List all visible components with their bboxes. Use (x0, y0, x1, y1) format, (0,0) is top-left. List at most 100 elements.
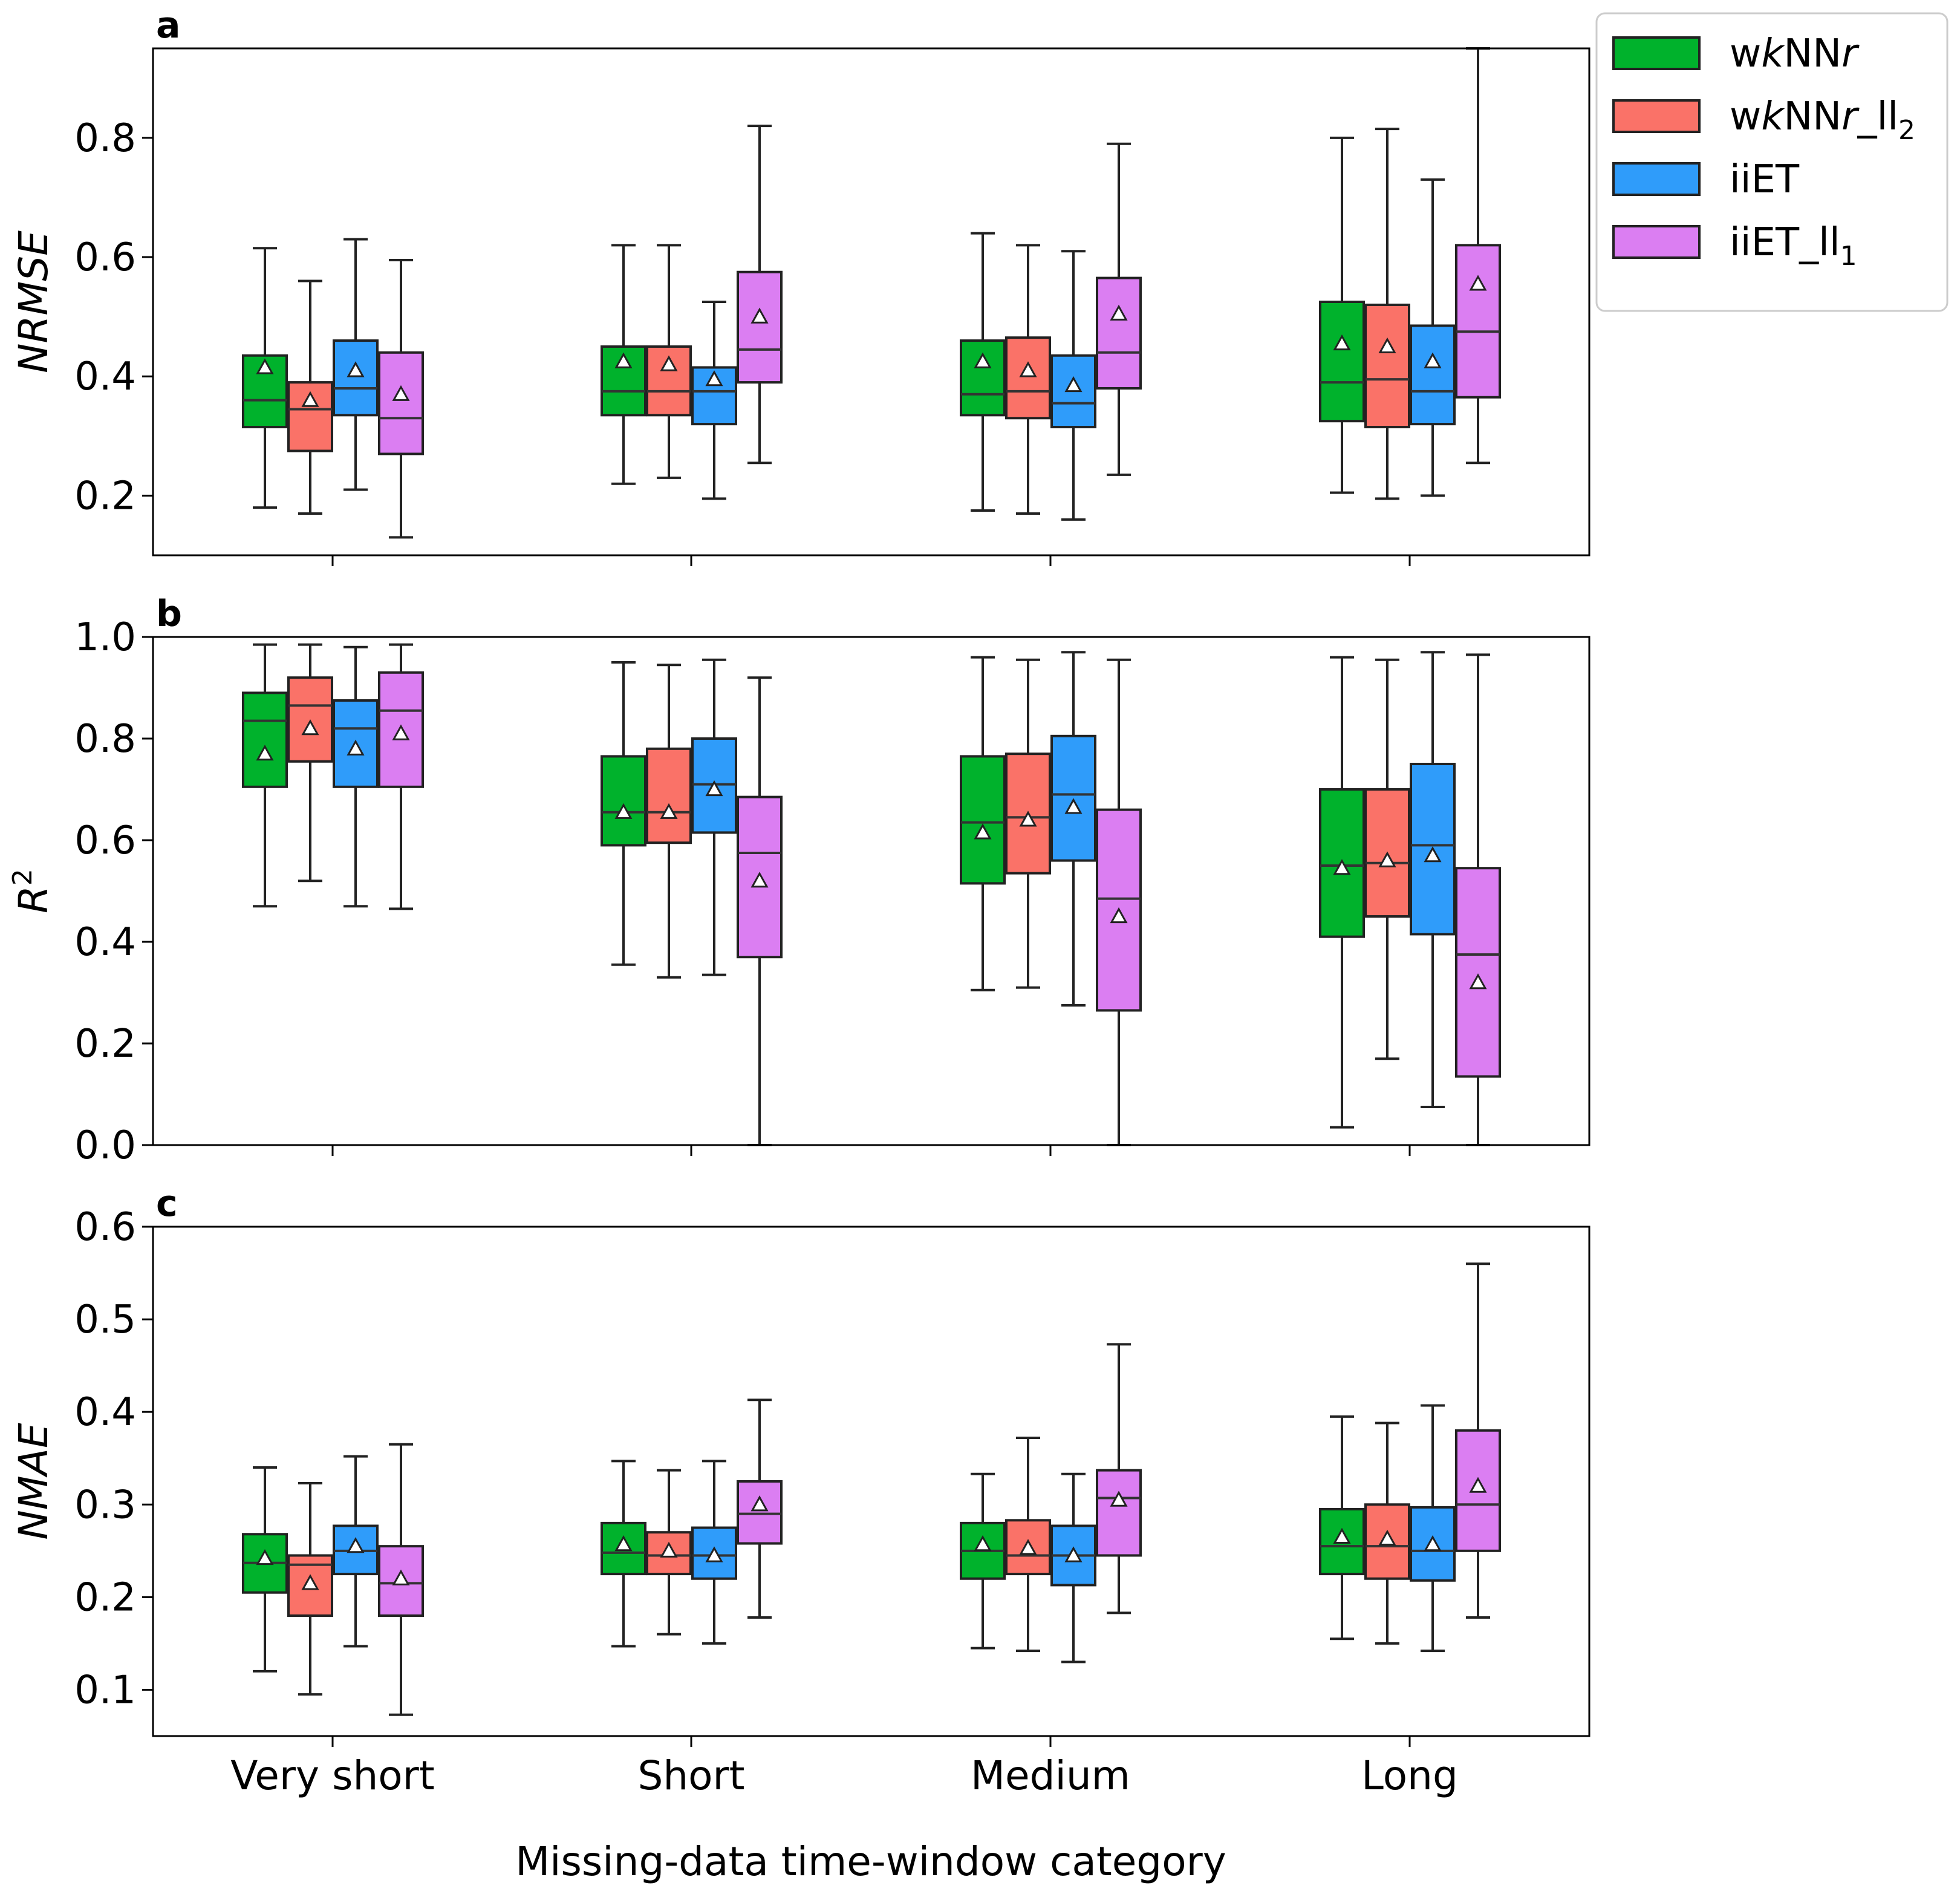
y-tick-label: 0.6 (74, 818, 136, 863)
box-iiET-long (1410, 178, 1456, 497)
mean-marker (301, 1574, 319, 1590)
legend-swatch (1612, 36, 1701, 70)
y-axis-label: NRMSE (10, 230, 57, 373)
box-body (242, 691, 288, 788)
mean-marker (1378, 1529, 1396, 1546)
box-wkNNr-long (1319, 656, 1365, 1129)
box-iiET-long (1410, 1404, 1456, 1653)
box-body (960, 755, 1006, 885)
y-tick-label: 0.2 (74, 474, 136, 518)
series-wkNNr (242, 136, 1365, 512)
panel-c: c 0.1 0.2 0.3 0.4 0.5 0.6 NMAE (10, 1183, 1590, 1747)
mean-marker (347, 361, 365, 377)
box-wkNNr-medium (960, 656, 1006, 991)
box-body (601, 755, 646, 847)
box-wkNNr_ll2-medium (1005, 244, 1051, 515)
panel-letter: a (156, 4, 181, 47)
mean-marker (974, 1535, 992, 1552)
box-wkNNr_ll2-long (1364, 128, 1410, 500)
mean-marker (974, 823, 992, 840)
y-tick-label: 0.6 (74, 1205, 136, 1250)
y-tick-label: 0.8 (74, 116, 136, 161)
mean-marker (660, 355, 678, 371)
box-wkNNr_ll2-medium (1005, 1437, 1051, 1653)
box-body (1455, 867, 1501, 1078)
mean-marker (301, 391, 319, 407)
box-iiET_ll1-long (1455, 1262, 1501, 1619)
box-iiET-long (1410, 651, 1456, 1108)
box-wkNNr_ll2-short (646, 244, 692, 479)
mean-marker (750, 1495, 769, 1512)
legend-label-part: r (1841, 31, 1860, 76)
y-tick-label: 0.4 (74, 920, 136, 965)
box-body (1319, 301, 1365, 423)
mean-marker (705, 1546, 723, 1562)
box-body (1455, 244, 1501, 399)
box-iiET-short (691, 658, 737, 976)
mean-marker (1333, 1527, 1351, 1544)
mean-marker (301, 719, 319, 736)
box-iiET-very-short (333, 645, 379, 908)
mean-marker (1064, 798, 1083, 814)
axes-frame (152, 636, 1590, 1146)
legend-label-part: r (1841, 94, 1860, 139)
mean-marker (1064, 376, 1083, 393)
mean-marker (614, 352, 633, 368)
series-wkNNr (242, 1415, 1365, 1673)
mean-marker (705, 780, 723, 797)
legend-label-part: NN (1783, 94, 1841, 139)
panel-b: b 0.0 0.2 0.4 0.6 0.8 1.0 R2 (7, 593, 1590, 1168)
y-tick-label: 0.2 (74, 1022, 136, 1066)
box-iiET_ll1-long (1455, 653, 1501, 1146)
box-iiET-medium (1050, 1472, 1096, 1663)
box-wkNNr-medium (960, 1472, 1006, 1650)
x-tick-label: Long (1361, 1752, 1458, 1799)
box-wkNNr_ll2-long (1364, 658, 1410, 1060)
series-iiET (333, 178, 1456, 521)
axes-frame (152, 1226, 1590, 1737)
y-tick-label: 0.6 (74, 235, 136, 280)
mean-marker (974, 352, 992, 368)
box-iiET_ll1-medium (1096, 1343, 1142, 1614)
box-wkNNr-very-short (242, 247, 288, 509)
y-axis-label: R2 (7, 869, 57, 913)
series-wkNNr (242, 643, 1365, 1129)
mean-marker (1424, 846, 1442, 863)
legend-entry: iiET (1612, 157, 1800, 202)
mean-marker (614, 803, 633, 819)
box-iiET_ll1-short (737, 1399, 783, 1619)
legend-label-part: k (1761, 94, 1785, 139)
y-tick-label: 1.0 (74, 615, 136, 660)
box-wkNNr-very-short (242, 643, 288, 908)
box-body (737, 270, 783, 384)
mean-marker (392, 385, 410, 401)
series-wkNNr_ll2 (287, 128, 1410, 515)
legend-label-part: w (1730, 94, 1761, 139)
mean-marker (750, 307, 769, 324)
y-axis-label-text: R (10, 886, 57, 913)
legend-swatch (1612, 225, 1701, 259)
box-iiET_ll1-medium (1096, 658, 1142, 1146)
mean-marker (1469, 973, 1487, 990)
box-wkNNr-long (1319, 1415, 1365, 1640)
box-body (1410, 324, 1456, 426)
mean-marker (1378, 337, 1396, 354)
legend-label-subscript: 1 (1840, 241, 1857, 272)
mean-marker (1469, 275, 1487, 291)
box-iiET-very-short (333, 238, 379, 491)
legend-label: wkNNr (1730, 31, 1860, 76)
series-iiET (333, 1404, 1456, 1663)
y-axis-label-text: NMAE (10, 1423, 57, 1539)
y-tick-label: 0.4 (74, 354, 136, 399)
legend-label-part: w (1730, 31, 1761, 76)
box-iiET_ll1-short (737, 676, 783, 1146)
mean-marker (1019, 361, 1037, 377)
mean-marker (392, 724, 410, 740)
y-tick-label: 0.8 (74, 717, 136, 762)
box-wkNNr_ll2-very-short (287, 643, 333, 883)
mean-marker (1064, 1546, 1083, 1562)
y-tick-label: 0.4 (74, 1390, 136, 1435)
x-tick-label: Short (637, 1752, 744, 1799)
mean-marker (1424, 1535, 1442, 1552)
box-body (333, 339, 379, 417)
